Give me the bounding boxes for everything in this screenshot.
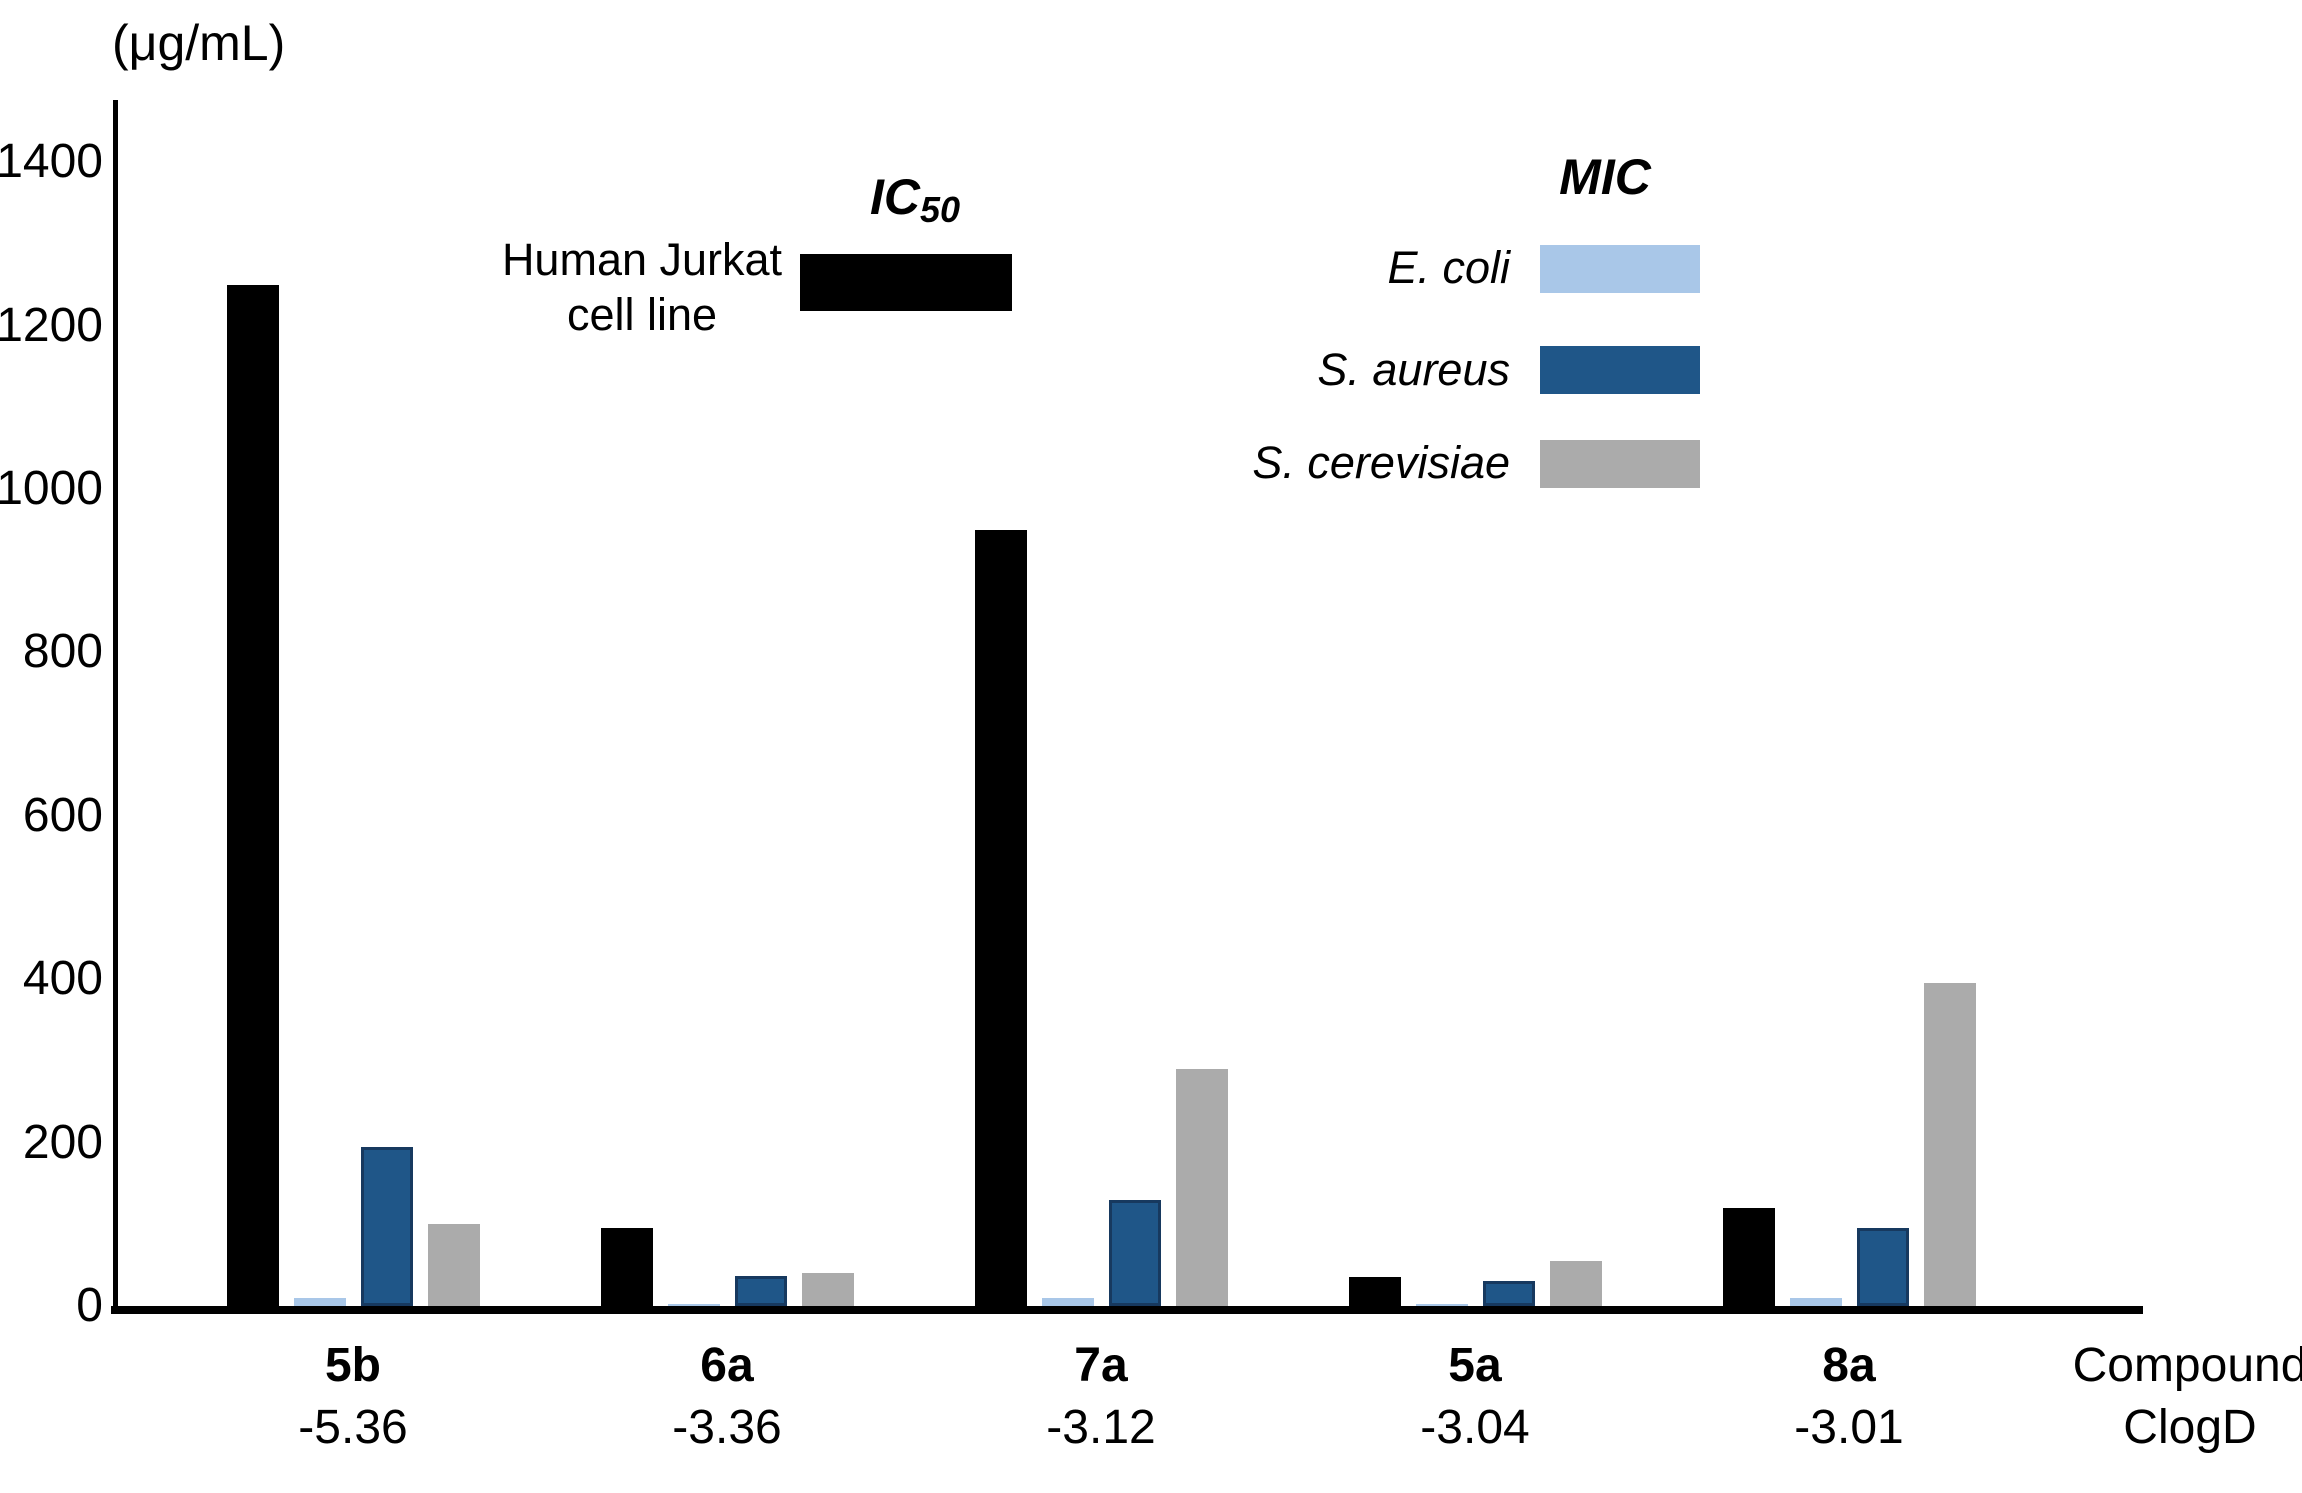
bar-ic50-human-jurkat-6a bbox=[601, 1228, 653, 1306]
bar-mic-e-coli-6a bbox=[668, 1304, 720, 1306]
legend-ic50-title: IC50 bbox=[830, 168, 1000, 231]
legend-ic50-entry-label: Human Jurkat cell line bbox=[498, 232, 786, 342]
clogd-label-6a: -3.36 bbox=[672, 1401, 782, 1454]
bar-mic-e-coli-5a bbox=[1416, 1304, 1468, 1306]
legend-mic-label-s-cerevisiae: S. cerevisiae bbox=[1252, 437, 1510, 488]
compound-label-7a: 7a bbox=[1074, 1339, 1128, 1392]
bar-ic50-human-jurkat-5a bbox=[1349, 1277, 1401, 1306]
bar-mic-s-cerevisiae-6a bbox=[802, 1273, 854, 1306]
bar-mic-s-aureus-5a bbox=[1483, 1281, 1535, 1306]
legend-ic50-title-sub: 50 bbox=[919, 188, 961, 230]
bar-mic-e-coli-7a bbox=[1042, 1298, 1094, 1306]
compound-label-6a: 6a bbox=[700, 1339, 754, 1392]
compound-label-8a: 8a bbox=[1822, 1339, 1876, 1392]
y-tick-label: 1000 bbox=[0, 462, 103, 515]
x-axis-caption-line1: Compound bbox=[2072, 1339, 2302, 1392]
clogd-label-5a: -3.04 bbox=[1420, 1401, 1530, 1454]
legend-mic-label-e-coli: E. coli bbox=[1387, 242, 1510, 293]
y-axis-unit-label: (μg/mL) bbox=[112, 15, 286, 71]
bar-mic-s-cerevisiae-5a bbox=[1550, 1261, 1602, 1306]
bar-mic-s-cerevisiae-7a bbox=[1176, 1069, 1228, 1306]
compound-label-5a: 5a bbox=[1448, 1339, 1502, 1392]
y-axis-line bbox=[113, 100, 118, 1312]
y-tick-label: 800 bbox=[22, 625, 103, 678]
y-tick-label: 400 bbox=[22, 952, 103, 1005]
bar-mic-s-cerevisiae-8a bbox=[1924, 983, 1976, 1306]
legend-mic-title: MIC bbox=[1559, 149, 1651, 205]
compound-label-5b: 5b bbox=[324, 1339, 381, 1392]
bar-ic50-human-jurkat-5b bbox=[227, 285, 279, 1306]
bar-mic-s-cerevisiae-5b bbox=[428, 1224, 480, 1306]
y-tick-label: 600 bbox=[22, 789, 103, 842]
bar-mic-e-coli-5b bbox=[294, 1298, 346, 1306]
legend-ic50-entry-line1: Human Jurkat bbox=[501, 234, 783, 285]
clogd-label-8a: -3.01 bbox=[1794, 1401, 1904, 1454]
bar-ic50-human-jurkat-7a bbox=[975, 530, 1027, 1306]
bar-mic-e-coli-8a bbox=[1790, 1298, 1842, 1306]
y-tick-label: 200 bbox=[22, 1116, 103, 1169]
x-axis-caption-line2: ClogD bbox=[2123, 1401, 2257, 1454]
legend-ic50-swatch bbox=[800, 254, 1012, 311]
legend-ic50-title-main: IC bbox=[869, 169, 920, 225]
clogd-label-5b: -5.36 bbox=[298, 1401, 408, 1454]
bar-ic50-human-jurkat-8a bbox=[1723, 1208, 1775, 1306]
y-tick-label: 1200 bbox=[0, 299, 103, 352]
y-tick-label: 0 bbox=[76, 1279, 103, 1332]
y-tick-label: 1400 bbox=[0, 135, 103, 188]
x-axis-line bbox=[111, 1306, 2143, 1314]
legend-mic-label-s-aureus: S. aureus bbox=[1317, 344, 1510, 395]
legend-mic-swatch-e-coli bbox=[1540, 245, 1700, 293]
bar-mic-s-aureus-7a bbox=[1109, 1200, 1161, 1306]
clogd-label-7a: -3.12 bbox=[1046, 1401, 1156, 1454]
bar-mic-s-aureus-6a bbox=[735, 1276, 787, 1306]
bar-mic-s-aureus-8a bbox=[1857, 1228, 1909, 1306]
legend-ic50-entry-line2: cell line bbox=[566, 289, 718, 340]
bar-mic-s-aureus-5b bbox=[361, 1147, 413, 1306]
legend-mic-swatch-s-cerevisiae bbox=[1540, 440, 1700, 488]
legend-mic-swatch-s-aureus bbox=[1540, 346, 1700, 394]
